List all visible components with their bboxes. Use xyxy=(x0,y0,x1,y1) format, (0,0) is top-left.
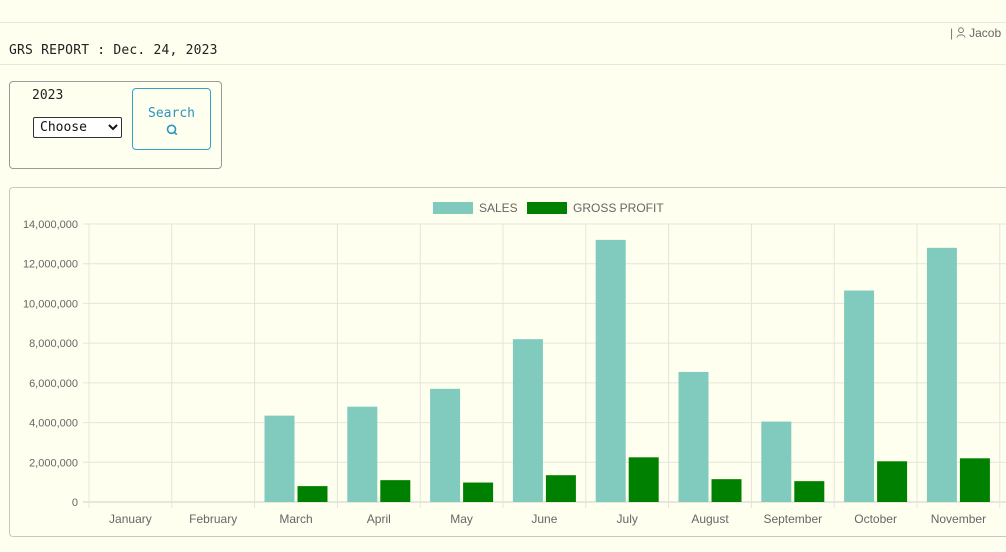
search-button[interactable]: Search xyxy=(132,88,211,150)
gross-profit-bar xyxy=(297,486,328,502)
gross-profit-bar xyxy=(545,475,576,502)
x-tick-label: January xyxy=(109,512,152,526)
search-icon xyxy=(139,123,204,141)
y-tick-label: 10,000,000 xyxy=(23,298,78,310)
x-tick-label: September xyxy=(763,512,822,526)
user-name: Jacob xyxy=(969,26,1002,40)
sales-bar xyxy=(761,421,792,502)
sales-bar xyxy=(595,239,626,502)
sales-bar xyxy=(264,415,295,502)
user-separator: | xyxy=(950,26,954,40)
gross-profit-bar xyxy=(711,479,742,502)
y-tick-label: 14,000,000 xyxy=(23,219,78,231)
legend-label-sales: SALES xyxy=(479,201,518,215)
y-tick-label: 6,000,000 xyxy=(29,378,78,390)
sales-bar xyxy=(844,290,875,502)
x-tick-label: March xyxy=(279,512,312,526)
search-button-label: Search xyxy=(148,105,195,121)
chart-panel xyxy=(9,187,1006,537)
sales-bar xyxy=(678,371,709,502)
gross-profit-bar xyxy=(463,482,494,502)
gross-profit-bar xyxy=(794,481,825,502)
gross-profit-bar xyxy=(877,461,908,502)
gross-profit-bar xyxy=(628,457,659,502)
x-tick-label: April xyxy=(367,512,391,526)
x-tick-label: June xyxy=(531,512,557,526)
y-tick-label: 8,000,000 xyxy=(29,338,78,350)
gross-profit-bar xyxy=(959,458,990,502)
x-tick-label: August xyxy=(691,512,729,526)
title-divider xyxy=(0,64,1006,65)
x-tick-label: October xyxy=(854,512,897,526)
user-icon xyxy=(956,27,966,38)
sales-bar xyxy=(512,339,543,502)
legend-swatch-gross-profit xyxy=(527,202,567,214)
x-tick-label: November xyxy=(931,512,986,526)
y-tick-label: 2,000,000 xyxy=(29,457,78,469)
page-title: GRS REPORT : Dec. 24, 2023 xyxy=(9,43,218,58)
header-divider xyxy=(0,22,1006,23)
search-panel: 2023 Choose Search xyxy=(9,81,222,169)
y-tick-label: 12,000,000 xyxy=(23,259,78,271)
y-tick-label: 4,000,000 xyxy=(29,418,78,430)
month-select[interactable]: Choose xyxy=(33,117,122,138)
year-label: 2023 xyxy=(32,88,64,103)
legend-label-gross-profit: GROSS PROFIT xyxy=(573,201,664,215)
gross-profit-bar xyxy=(380,480,411,502)
sales-bar xyxy=(347,406,378,502)
x-tick-label: February xyxy=(189,512,237,526)
user-menu[interactable]: | Jacob xyxy=(950,26,1001,40)
sales-bar xyxy=(430,388,461,502)
x-tick-label: July xyxy=(617,512,638,526)
sales-bar xyxy=(926,247,957,502)
y-tick-label: 0 xyxy=(72,497,78,509)
legend-swatch-sales xyxy=(433,202,473,214)
x-tick-label: May xyxy=(450,512,473,526)
